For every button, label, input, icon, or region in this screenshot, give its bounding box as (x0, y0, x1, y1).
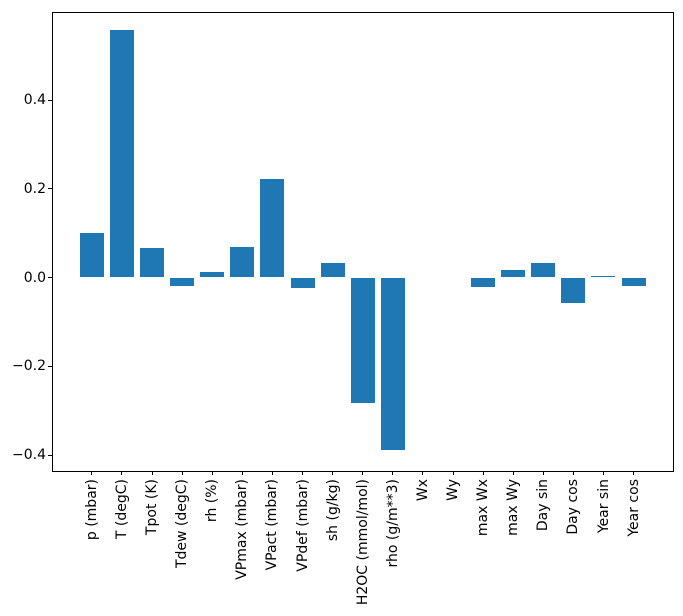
x-tick-mark (392, 471, 394, 475)
x-tick-label-p-mbar: p (mbar) (83, 479, 100, 541)
x-tick-label-day-cos: Day cos (565, 479, 582, 535)
x-tick-mark (603, 471, 604, 475)
x-tick-mark (633, 471, 635, 475)
x-tick-mark (241, 471, 243, 475)
bar-day-cos (561, 277, 586, 304)
x-tick-mark (332, 471, 334, 475)
x-tick-mark (91, 471, 93, 475)
x-tick-label-rho-g-m-3: rho (g/m**3) (384, 479, 401, 568)
x-tick-label-max-wx: max Wx (475, 479, 492, 537)
x-tick-label-tdew-degc: Tdew (degC) (174, 479, 191, 569)
bar-tpot-k (140, 248, 165, 278)
x-tick-label-wy: Wy (445, 479, 461, 501)
bar-vpmax-mbar (230, 246, 255, 278)
y-tick-label-m0-4: −0.4 (12, 447, 46, 463)
bar-max-wx (471, 277, 496, 287)
bar-vpdef-mbar (290, 277, 315, 288)
bar-t-degc (109, 29, 134, 278)
bar-vpact-mbar (260, 179, 285, 278)
bar-year-cos (621, 277, 646, 286)
y-tick-label-0m2: 0.2 (23, 180, 46, 197)
bar-rh (200, 272, 225, 278)
bar-sh-g-kg (320, 262, 345, 278)
x-tick-mark (181, 471, 183, 475)
x-tick-label-year-sin: Year sin (595, 479, 612, 534)
bar-p-mbar (79, 232, 104, 278)
x-tick-mark (362, 471, 364, 475)
bar-max-wy (501, 270, 526, 278)
x-tick-mark (452, 471, 454, 475)
bar-tdew-degc (170, 277, 195, 286)
x-tick-mark (572, 471, 574, 475)
y-tick-label-0m4: 0.4 (23, 92, 46, 108)
x-tick-label-vpmax-mbar: VPmax (mbar) (234, 479, 251, 580)
y-tick-mark (48, 365, 52, 367)
x-tick-mark (512, 471, 514, 475)
bar-h2oc-mmol-mol (350, 277, 375, 403)
x-tick-mark (151, 471, 153, 475)
x-tick-mark (422, 471, 424, 475)
x-tick-label-day-sin: Day sin (535, 479, 552, 532)
bar-day-sin (531, 262, 556, 278)
x-tick-mark (482, 471, 484, 475)
bar-rho-g-m-3 (380, 277, 405, 450)
y-tick-mark (48, 277, 52, 278)
axes-spines (52, 12, 674, 472)
x-tick-label-vpact-mbar: VPact (mbar) (264, 479, 281, 571)
x-tick-mark (211, 471, 213, 475)
y-tick-mark (48, 454, 52, 456)
x-tick-label-tpot-k: Tpot (K) (144, 479, 160, 536)
x-tick-label-t-degc: T (degC) (113, 479, 130, 540)
bar-year-sin (591, 276, 616, 278)
x-tick-mark (121, 471, 123, 475)
x-tick-mark (271, 471, 273, 475)
x-tick-label-vpdef-mbar: VPdef (mbar) (294, 479, 311, 572)
x-tick-label-sh-g-kg: sh (g/kg) (324, 479, 341, 542)
y-tick-label-m0-2: −0.2 (12, 358, 46, 375)
x-tick-label-max-wy: max Wy (505, 479, 522, 536)
y-tick-mark (48, 99, 52, 101)
x-tick-mark (542, 471, 544, 475)
x-tick-label-year-cos: Year cos (625, 479, 642, 537)
plot-area (48, 12, 674, 475)
x-tick-label-h2oc-mmol-mol: H2OC (mmol/mol) (354, 479, 371, 606)
x-tick-label-wx: Wx (414, 479, 431, 502)
y-tick-mark (48, 188, 52, 190)
x-tick-label-rh: rh (%) (204, 479, 221, 523)
x-tick-mark (302, 471, 303, 475)
y-tick-label-0: 0.0 (23, 269, 46, 286)
